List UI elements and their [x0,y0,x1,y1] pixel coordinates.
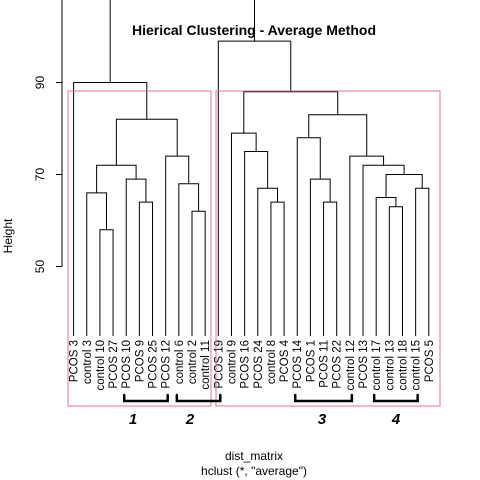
y-tick-label: 50 [33,260,47,274]
dendrogram-link [257,187,279,336]
leaf-label: control 13 [384,340,396,391]
cluster-box-right [215,90,441,407]
group-annotations: 1 2 3 4 [122,393,419,428]
chart-title: Hierical Clustering - Average Method [132,22,376,38]
leaf-label: control 15 [411,340,423,391]
leaf-label: PCOS 27 [108,340,120,389]
dendrogram-link [86,192,107,336]
leaf-label: PCOS 9 [134,340,146,382]
group-bracket [372,393,419,403]
dendrogram-link [99,229,114,336]
cluster-boxes [67,90,441,407]
dendrogram-link [244,151,269,336]
dendrogram-links [73,0,430,336]
leaf-label: control 8 [266,340,278,384]
dendrogram-link [362,164,405,336]
leaf-label: control 10 [95,340,107,391]
leaf-label: control 18 [397,340,409,391]
dendrogram-link [191,210,206,336]
dendrogram-link [309,178,331,336]
leaf-label: control 9 [226,340,238,384]
leaf-label: control 17 [371,340,383,391]
leaf-label: PCOS 13 [358,340,370,389]
leaf-label: PCOS 3 [69,340,81,382]
leaf-label: control 11 [200,340,212,390]
group-bracket [293,393,354,403]
leaf-label: PCOS 22 [332,340,344,389]
group-label: 2 [185,411,195,428]
dendrogram-link [165,155,190,336]
leaf-label: PCOS 25 [148,340,160,389]
y-tick-label: 70 [33,168,47,182]
leaf-label: control 6 [174,340,186,384]
dendrogram-link [109,0,256,83]
dendrogram-link [415,187,430,336]
dendrogram-link [375,197,397,336]
leaf-label: control 12 [345,340,357,391]
y-axis-label: Height [1,218,15,253]
group-label: 3 [318,411,327,428]
leaf-label: PCOS 14 [292,339,304,388]
dendrogram-link [230,132,257,336]
leaf-label: PCOS 19 [213,340,225,389]
x-axis-label: dist_matrix [225,449,283,463]
dendrogram-link [125,178,147,336]
leaf-label: PCOS 4 [279,339,291,382]
dendrogram-link [270,201,285,336]
group-bracket [122,393,169,403]
leaf-label: PCOS 24 [253,339,265,388]
leaf-label: PCOS 16 [240,340,252,389]
leaf-label: PCOS 10 [121,340,133,389]
dendrogram-link [217,40,292,336]
y-axis: 507090110 [33,0,63,274]
leaf-labels: PCOS 3 control 3 control 10 PCOS 27 PCOS 10 P… [69,339,436,390]
leaf-label: PCOS 11 [319,340,331,388]
leaf-label: control 2 [187,340,199,384]
y-tick-label: 90 [33,76,47,90]
leaf-label: PCOS 1 [305,340,317,382]
method-sublabel: hclust (*, "average") [201,464,307,478]
dendrogram-link [178,183,200,336]
dendrogram-link [115,118,178,166]
dendrogram-link [308,114,368,157]
leaf-label: control 3 [82,340,94,384]
group-label: 4 [391,411,401,428]
group-label: 1 [129,411,137,428]
dendrogram-link [349,155,385,336]
leaf-label: PCOS 5 [424,340,436,382]
cluster-box-left [67,90,212,407]
dendrogram-link [73,82,148,336]
leaf-label: PCOS 12 [161,340,173,389]
dendrogram-link [296,137,321,336]
dendrogram-link [385,174,423,198]
dendrogram-link [138,201,154,336]
dendrogram-link [323,201,338,336]
dendrogram-link [388,206,403,336]
dendrogram-link [243,91,339,134]
group-bracket [175,393,222,403]
